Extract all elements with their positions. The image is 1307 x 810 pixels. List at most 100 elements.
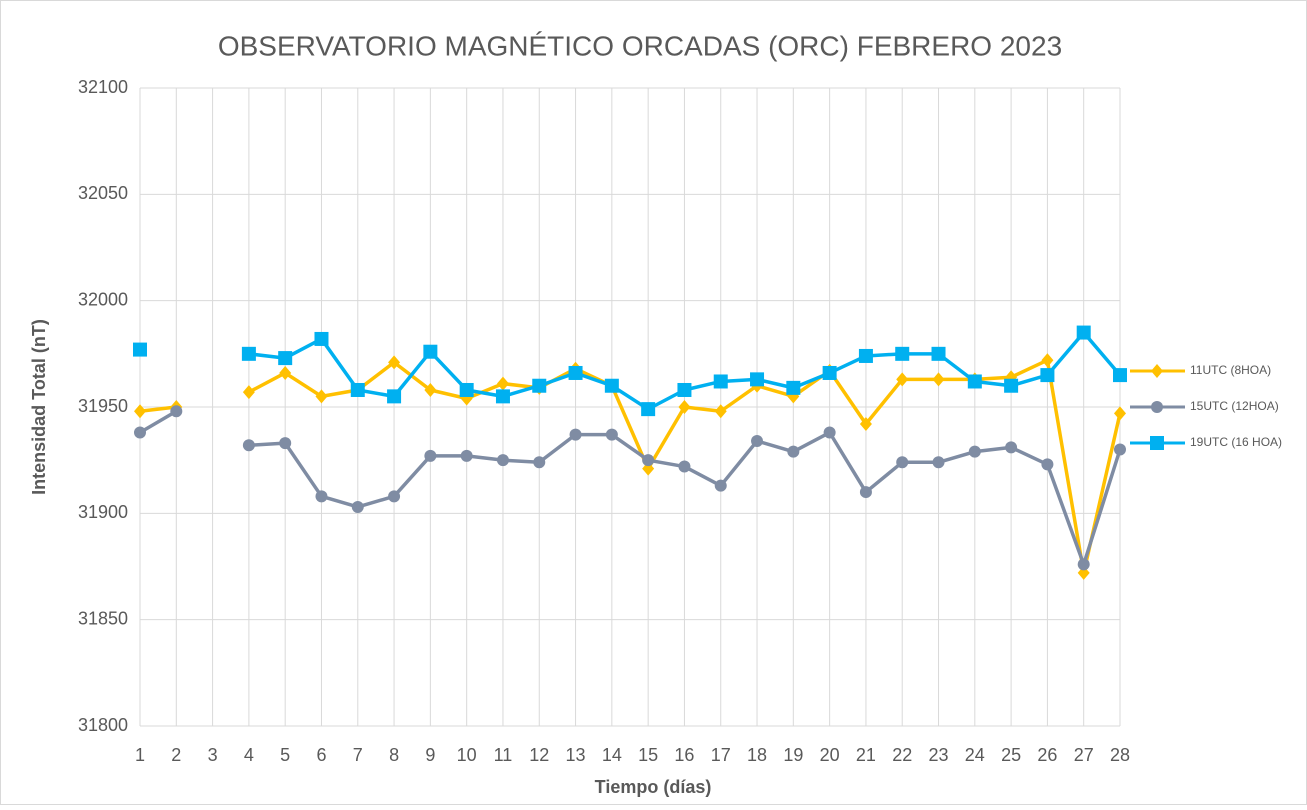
x-tick-label: 28 — [1110, 745, 1130, 765]
y-tick-label: 31950 — [78, 396, 128, 416]
y-tick-label: 31850 — [78, 608, 128, 628]
data-point — [932, 456, 945, 469]
data-point — [134, 426, 146, 439]
data-point — [133, 342, 147, 357]
data-point — [314, 331, 329, 346]
x-tick-label: 25 — [1001, 745, 1021, 765]
data-point — [1114, 443, 1126, 456]
data-point — [750, 372, 765, 387]
data-point — [495, 389, 510, 404]
data-point — [931, 346, 946, 361]
data-point — [568, 365, 583, 380]
data-point — [1005, 441, 1018, 454]
data-point — [315, 490, 328, 503]
data-point — [786, 380, 801, 395]
x-tick-label: 2 — [171, 745, 181, 765]
data-point — [968, 445, 981, 458]
data-point — [967, 374, 982, 389]
chart-title: OBSERVATORIO MAGNÉTICO ORCADAS (ORC) FEB… — [218, 30, 1062, 61]
legend-label: 19UTC (16 HOA) — [1190, 435, 1282, 449]
data-point — [388, 490, 401, 503]
data-point — [859, 417, 872, 432]
data-point — [569, 428, 582, 441]
x-tick-label: 11 — [494, 745, 513, 765]
data-point — [932, 372, 945, 387]
data-point — [1041, 353, 1054, 368]
data-point — [423, 344, 438, 359]
legend-label: 15UTC (12HOA) — [1190, 399, 1279, 413]
y-tick-label: 32100 — [78, 77, 128, 97]
x-tick-label: 26 — [1037, 745, 1057, 765]
data-point — [858, 348, 873, 363]
y-tick-label: 31900 — [78, 502, 128, 522]
data-point — [496, 376, 509, 391]
data-point — [859, 486, 872, 499]
data-point — [424, 449, 437, 462]
data-point — [1004, 378, 1019, 393]
data-point — [350, 382, 365, 397]
data-point — [1076, 325, 1091, 340]
x-tick-label: 5 — [280, 745, 290, 765]
data-point — [242, 439, 255, 452]
data-point — [713, 374, 728, 389]
y-axis-label: Intensidad Total (nT) — [29, 319, 49, 495]
x-tick-label: 23 — [929, 745, 949, 765]
x-tick-label: 8 — [389, 745, 399, 765]
x-tick-label: 1 — [135, 745, 145, 765]
data-point — [387, 389, 402, 404]
data-point — [677, 382, 692, 397]
y-tick-label: 32050 — [78, 183, 128, 203]
data-point — [1040, 368, 1055, 383]
data-point — [279, 365, 292, 380]
x-tick-label: 21 — [856, 745, 876, 765]
x-tick-label: 15 — [638, 745, 658, 765]
data-point — [1113, 368, 1127, 383]
data-point — [714, 404, 727, 419]
data-point — [134, 404, 146, 419]
data-point — [533, 456, 546, 469]
data-point — [388, 355, 401, 370]
data-point — [642, 454, 655, 467]
x-tick-label: 22 — [892, 745, 912, 765]
data-point — [896, 456, 909, 469]
x-tick-label: 7 — [353, 745, 363, 765]
data-point — [532, 378, 547, 393]
x-tick-label: 14 — [602, 745, 622, 765]
data-point — [822, 365, 837, 380]
x-tick-label: 17 — [711, 745, 731, 765]
x-tick-label: 18 — [747, 745, 767, 765]
data-point — [460, 449, 473, 462]
data-point — [424, 382, 437, 397]
data-point — [678, 460, 691, 473]
legend-marker — [1150, 436, 1164, 450]
x-tick-label: 27 — [1074, 745, 1094, 765]
data-point — [279, 437, 292, 450]
legend-marker — [1151, 364, 1163, 378]
data-point — [604, 378, 619, 393]
data-point — [751, 435, 764, 448]
data-point — [1077, 558, 1090, 571]
data-point — [641, 402, 656, 417]
data-point — [496, 454, 509, 467]
data-point — [823, 426, 836, 439]
x-tick-label: 20 — [820, 745, 840, 765]
x-tick-label: 6 — [316, 745, 326, 765]
data-point — [605, 428, 618, 441]
x-tick-label: 4 — [244, 745, 254, 765]
data-point — [1114, 406, 1126, 421]
data-point — [1041, 458, 1054, 471]
data-point — [351, 500, 364, 513]
x-tick-label: 19 — [783, 745, 803, 765]
data-point — [459, 382, 474, 397]
x-axis-label: Tiempo (días) — [595, 777, 712, 797]
data-point — [714, 479, 727, 492]
data-point — [241, 346, 256, 361]
data-point — [278, 351, 293, 366]
data-point — [242, 385, 255, 400]
x-tick-label: 12 — [529, 745, 549, 765]
data-point — [787, 445, 800, 458]
data-point — [895, 346, 910, 361]
x-tick-label: 24 — [965, 745, 985, 765]
x-tick-label: 13 — [566, 745, 586, 765]
